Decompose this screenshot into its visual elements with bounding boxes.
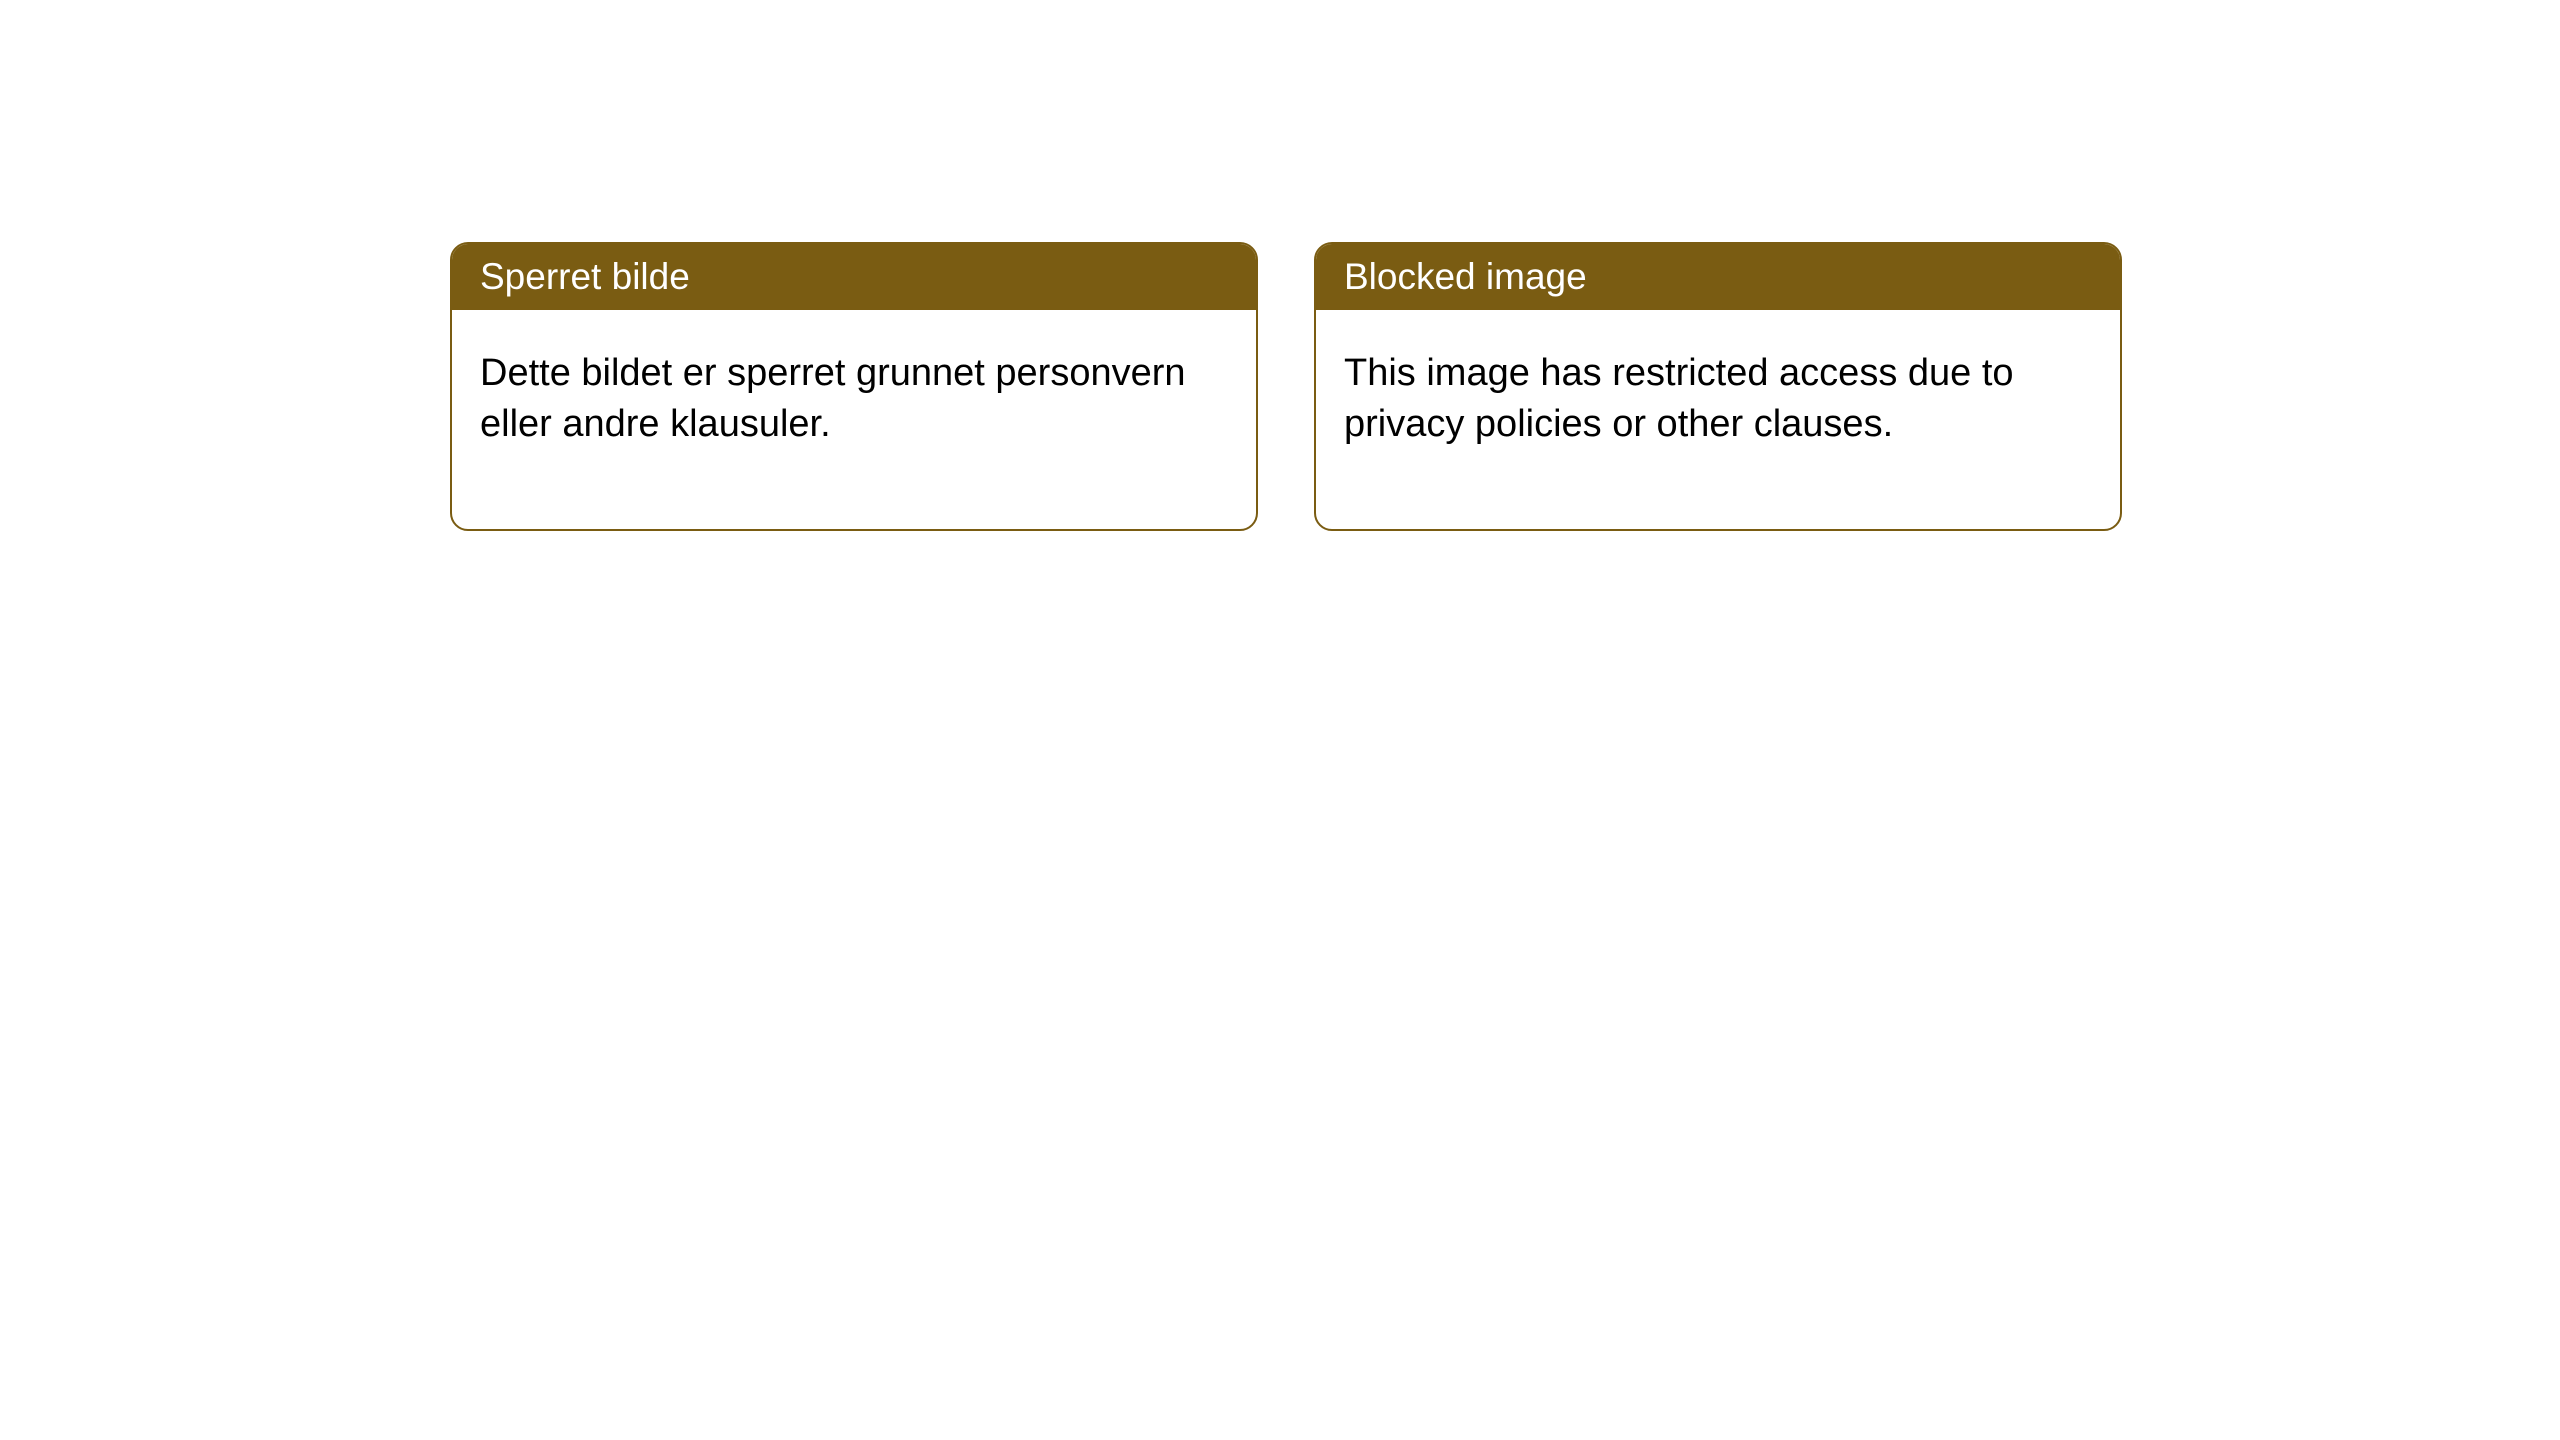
notice-title: Sperret bilde <box>480 256 690 297</box>
notice-body-text: This image has restricted access due to … <box>1344 352 2014 445</box>
notice-card-norwegian: Sperret bilde Dette bildet er sperret gr… <box>450 242 1258 531</box>
notice-header: Blocked image <box>1316 244 2120 310</box>
notice-body-text: Dette bildet er sperret grunnet personve… <box>480 352 1186 445</box>
notice-card-english: Blocked image This image has restricted … <box>1314 242 2122 531</box>
notice-body: This image has restricted access due to … <box>1316 310 2120 529</box>
notice-body: Dette bildet er sperret grunnet personve… <box>452 310 1256 529</box>
notice-container: Sperret bilde Dette bildet er sperret gr… <box>0 0 2560 531</box>
notice-title: Blocked image <box>1344 256 1587 297</box>
notice-header: Sperret bilde <box>452 244 1256 310</box>
